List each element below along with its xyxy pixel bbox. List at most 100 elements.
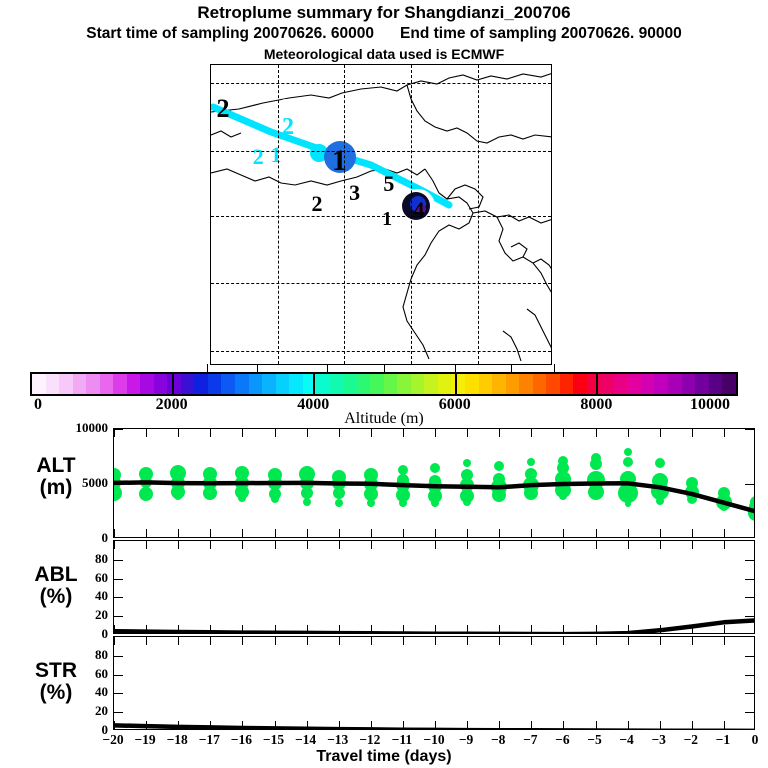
x-tick-label: 0 bbox=[751, 732, 759, 747]
scatter-point bbox=[655, 496, 664, 505]
x-tick-top bbox=[306, 429, 308, 437]
x-tick-top bbox=[274, 637, 276, 645]
x-tick-top bbox=[531, 637, 533, 645]
x-tick-top bbox=[370, 541, 372, 549]
colorbar-tick-label: 10000 bbox=[690, 396, 730, 413]
x-tick-bottom bbox=[274, 721, 276, 729]
colorbar-tick-label: 4000 bbox=[297, 396, 330, 413]
met-data-label: Meteorological data used is ECMWF bbox=[263, 46, 505, 62]
scatter-point bbox=[623, 448, 632, 457]
x-tick-bottom bbox=[691, 721, 693, 729]
scatter-point bbox=[366, 498, 375, 507]
colorbar-swatch bbox=[492, 374, 506, 394]
y-tick-label: 20 bbox=[95, 703, 108, 719]
x-tick-bottom bbox=[659, 529, 661, 537]
x-tick-bottom bbox=[306, 721, 308, 729]
map-gridline-horizontal bbox=[211, 215, 551, 217]
scatter-point bbox=[334, 498, 343, 507]
y-tick bbox=[114, 616, 123, 618]
x-tick-top bbox=[178, 541, 180, 549]
y-tick bbox=[745, 429, 754, 430]
scatter-point bbox=[203, 485, 218, 500]
scatter-point bbox=[719, 503, 728, 512]
y-tick bbox=[114, 484, 123, 485]
x-tick-bottom bbox=[242, 625, 244, 633]
x-tick-bottom bbox=[627, 625, 629, 633]
map-day-marker: 1 bbox=[382, 207, 393, 230]
colorbar-separator bbox=[171, 372, 174, 396]
x-tick-top bbox=[114, 541, 115, 549]
scatter-point bbox=[174, 492, 183, 501]
page-title: Retroplume summary for Shangdianzi_20070… bbox=[197, 3, 571, 22]
x-tick-top bbox=[467, 637, 469, 645]
x-tick-label: −1 bbox=[715, 732, 731, 747]
x-tick-bottom bbox=[146, 625, 148, 633]
colorbar-title: Altitude (m) bbox=[344, 410, 424, 427]
abl-axis-label: ABL (%) bbox=[34, 563, 78, 608]
series-line bbox=[114, 618, 754, 633]
x-axis-title: Travel time (days) bbox=[316, 748, 452, 765]
x-tick-top bbox=[723, 429, 725, 437]
colorbar-tick bbox=[384, 364, 385, 372]
x-tick-bottom bbox=[595, 721, 597, 729]
colorbar-swatch bbox=[613, 374, 628, 394]
map-gridline-vertical bbox=[344, 65, 346, 364]
colorbar-tick bbox=[207, 364, 208, 372]
title-block: Retroplume summary for Shangdianzi_20070… bbox=[0, 0, 768, 63]
x-tick-top bbox=[210, 429, 212, 437]
x-tick-bottom bbox=[499, 721, 501, 729]
x-tick-top bbox=[659, 541, 661, 549]
y-tick-label: 5000 bbox=[82, 475, 108, 490]
x-tick-label: −16 bbox=[230, 732, 252, 747]
x-tick-top bbox=[210, 637, 212, 645]
x-tick-top bbox=[370, 429, 372, 437]
scatter-point bbox=[397, 464, 408, 475]
colorbar-ticks bbox=[30, 364, 738, 373]
alt-panel[interactable] bbox=[113, 428, 755, 538]
x-tick-bottom bbox=[370, 529, 372, 537]
map-day-marker: 2 bbox=[311, 191, 323, 217]
scatter-point bbox=[494, 461, 505, 472]
y-tick bbox=[114, 693, 123, 695]
x-tick-label: −8 bbox=[490, 732, 506, 747]
colorbar-swatch bbox=[654, 374, 668, 394]
scatter-point bbox=[114, 484, 122, 501]
y-tick bbox=[745, 712, 754, 714]
altitude-colorbar[interactable] bbox=[30, 372, 738, 396]
x-tick-bottom bbox=[370, 721, 372, 729]
x-tick-bottom bbox=[210, 529, 212, 537]
abl-panel[interactable] bbox=[113, 540, 755, 634]
y-tick-label: 10000 bbox=[75, 420, 109, 435]
x-tick-top bbox=[402, 541, 404, 549]
x-tick-bottom bbox=[210, 721, 212, 729]
y-tick bbox=[114, 578, 123, 580]
colorbar-swatch bbox=[289, 374, 303, 394]
x-tick-bottom bbox=[595, 625, 597, 633]
x-tick-label: −10 bbox=[423, 732, 445, 747]
colorbar-swatch bbox=[397, 374, 411, 394]
y-tick bbox=[745, 674, 754, 676]
map-gridline-vertical bbox=[411, 65, 413, 364]
scatter-point bbox=[622, 457, 633, 467]
x-tick-top bbox=[627, 429, 629, 437]
scatter-point bbox=[559, 492, 568, 501]
x-tick-top bbox=[242, 541, 244, 549]
colorbar-swatch bbox=[546, 374, 560, 394]
scatter-point bbox=[114, 468, 121, 483]
scatter-point bbox=[139, 486, 154, 501]
str-panel[interactable] bbox=[113, 636, 755, 730]
x-tick-bottom bbox=[114, 721, 115, 729]
colorbar-swatch bbox=[221, 374, 235, 394]
colorbar-swatch bbox=[113, 374, 127, 394]
scatter-point bbox=[463, 459, 472, 468]
colorbar-swatch bbox=[302, 374, 317, 394]
x-tick-top bbox=[499, 637, 501, 645]
x-tick-top bbox=[691, 429, 693, 437]
colorbar-swatch bbox=[248, 374, 263, 394]
y-tick-label: 60 bbox=[95, 665, 108, 681]
x-tick-bottom bbox=[531, 625, 533, 633]
scatter-point bbox=[686, 494, 697, 505]
x-tick-top bbox=[499, 541, 501, 549]
